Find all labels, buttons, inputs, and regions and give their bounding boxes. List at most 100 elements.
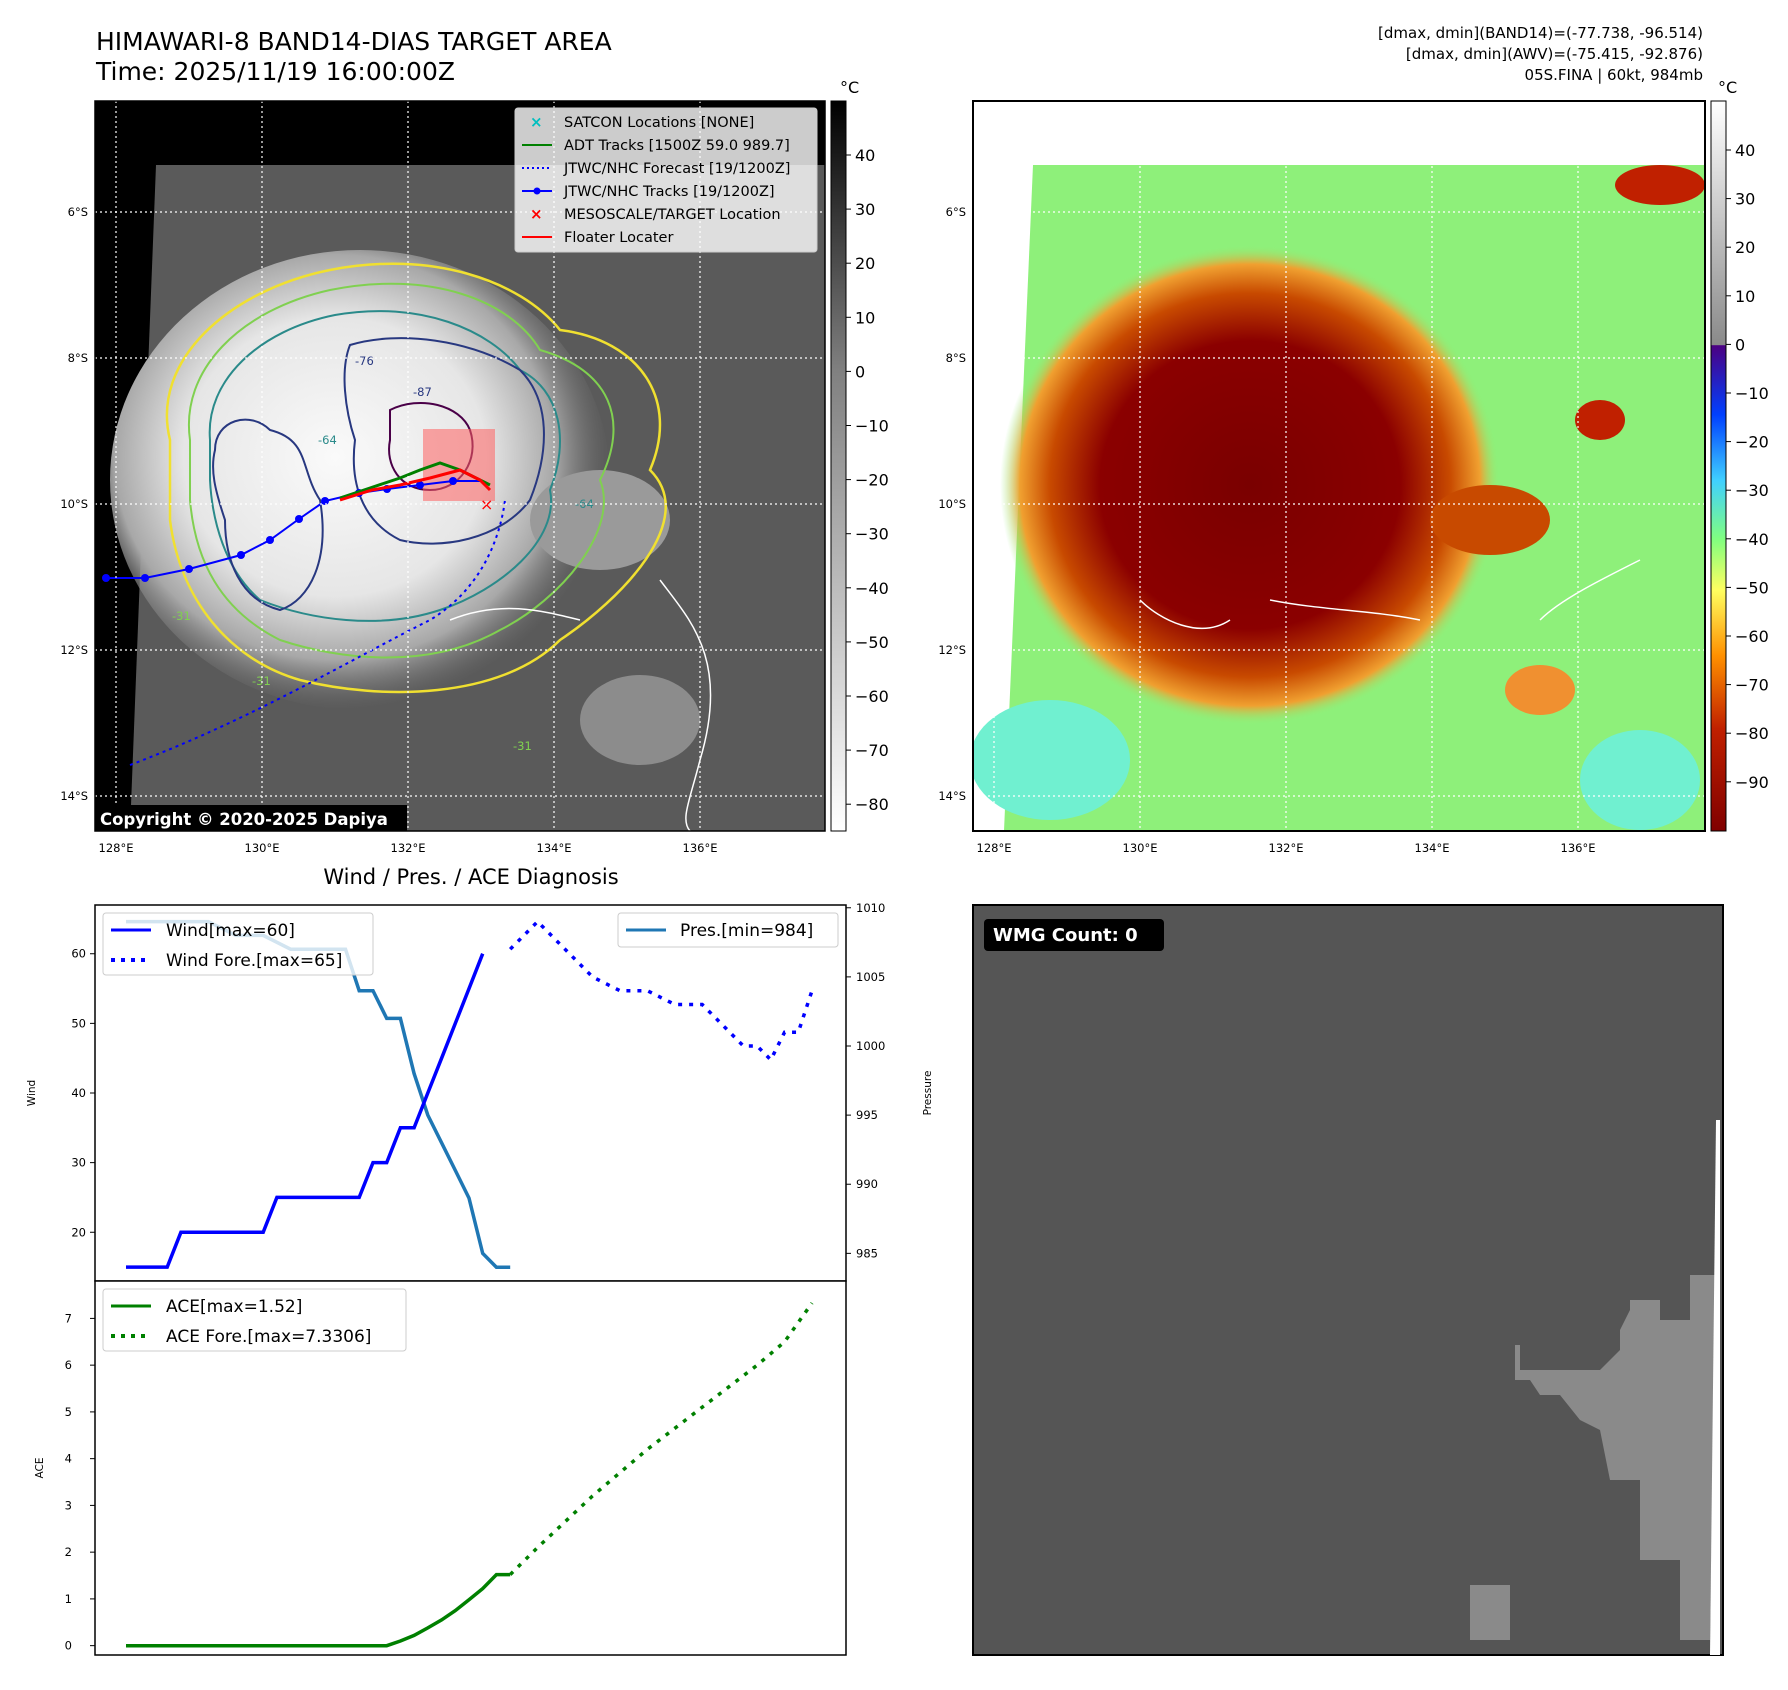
lon-label-136e: 136°E <box>683 841 718 855</box>
wmg-panel: WMG Count: 0 <box>972 904 1724 1656</box>
wind-pressure-chart: 20 30 40 50 60 985 990 995 1000 1005 1010 Wind Pr… <box>26 901 934 1282</box>
awv-colorbar-tick-label: −80 <box>1735 724 1769 743</box>
forecast-track <box>129 499 506 766</box>
lon-label-134e: 134°E <box>537 841 572 855</box>
legend-adt: ADT Tracks [1500Z 59.0 989.7] <box>564 138 790 154</box>
ir-colorbar-tick-label: 40 <box>855 146 875 165</box>
contour-label-4: -64 <box>575 497 594 511</box>
legend-floater: Floater Locater <box>564 230 673 246</box>
figure-title: HIMAWARI-8 BAND14-DIAS TARGET AREA <box>96 27 612 56</box>
awv-colorbar-tick-label: −90 <box>1735 773 1769 792</box>
pressure-axis-label: Pressure <box>922 1071 934 1116</box>
awv-storm-east-band <box>1430 485 1550 555</box>
ace-ytick-label: 2 <box>65 1545 72 1559</box>
lon-label-132e: 132°E <box>391 841 426 855</box>
wind-ytick-label: 40 <box>71 1086 86 1100</box>
diagnosis-title: Wind / Pres. / ACE Diagnosis <box>323 865 618 889</box>
wind-ytick-label: 30 <box>71 1156 86 1170</box>
contour-label-3: -64 <box>318 433 337 447</box>
legend-satcon-marker: × <box>530 113 543 131</box>
pressure-legend: Pres.[min=984] <box>617 912 839 948</box>
ir-colorbar-tick-label: −60 <box>855 687 889 706</box>
awv-cell-ne <box>1615 165 1705 205</box>
ir-map-legend: × SATCON Locations [NONE] ADT Tracks [15… <box>514 107 818 253</box>
wind-ytick-label: 20 <box>71 1225 86 1239</box>
ir-colorbar-tick-label: 20 <box>855 254 875 273</box>
floater-track <box>339 468 492 502</box>
awv-colorbar-tick-label: −10 <box>1735 384 1769 403</box>
awv-colorbar-tick-label: −30 <box>1735 481 1769 500</box>
awv-cool-patch-2 <box>1580 730 1700 830</box>
legend-ace-fore: ACE Fore.[max=7.3306] <box>166 1327 371 1347</box>
legend-ace: ACE[max=1.52] <box>166 1297 302 1317</box>
contour-label-1: -76 <box>355 354 374 368</box>
ir-colorbar-tick-label: −40 <box>855 579 889 598</box>
contour-outer-yellow <box>165 262 667 694</box>
awv-lat-label-8s: 8°S <box>946 351 966 365</box>
ace-ytick-label: 3 <box>65 1498 72 1512</box>
legend-forecast: JTWC/NHC Forecast [19/1200Z] <box>563 161 790 177</box>
figure-time: Time: 2025/11/19 16:00:00Z <box>95 57 455 86</box>
awv-cell-e <box>1575 400 1625 440</box>
awv-storm <box>1000 245 1500 725</box>
ir-gridlines <box>95 101 825 831</box>
awv-lat-label-10s: 10°S <box>938 497 966 511</box>
awv-colorbar: °C 40 30 20 10 0 −10 −20 −30 −40 −50 −60 −70 −80 −90 <box>1710 78 1769 832</box>
awv-cool-patch-1 <box>973 700 1130 820</box>
contour-navy-east <box>343 337 545 545</box>
contour-label-2: -87 <box>413 385 432 399</box>
contour-label-7: -31 <box>513 739 532 753</box>
awv-lat-label-14s: 14°S <box>938 789 966 803</box>
ace-ytick-label: 6 <box>65 1358 72 1372</box>
pressure-ytick-label: 1005 <box>856 970 885 984</box>
pressure-ytick-label: 990 <box>856 1177 878 1191</box>
legend-pressure: Pres.[min=984] <box>680 921 813 941</box>
awv-colorbar-tick-label: 20 <box>1735 238 1755 257</box>
lon-label-128e: 128°E <box>99 841 134 855</box>
awv-map-panel <box>973 101 1705 831</box>
best-track <box>106 480 480 579</box>
ace-ytick-label: 5 <box>65 1405 72 1419</box>
ace-line <box>126 1572 511 1648</box>
cloud-mass <box>110 250 610 710</box>
awv-colorbar-tick-label: −60 <box>1735 627 1769 646</box>
lat-label-6s: 6°S <box>68 205 88 219</box>
legend-wind-fore: Wind Fore.[max=65] <box>166 951 342 971</box>
ace-axis-label: ACE <box>34 1458 46 1479</box>
lat-label-10s: 10°S <box>60 497 88 511</box>
awv-lon-label-136e: 136°E <box>1561 841 1596 855</box>
awv-lon-label-130e: 130°E <box>1123 841 1158 855</box>
legend-wind: Wind[max=60] <box>166 921 295 941</box>
awv-lat-label-6s: 6°S <box>946 205 966 219</box>
pressure-ytick-label: 985 <box>856 1246 878 1260</box>
awv-lat-label-12s: 12°S <box>938 643 966 657</box>
awv-lon-label-134e: 134°E <box>1415 841 1450 855</box>
awv-map-frame <box>972 100 1706 832</box>
awv-colorbar-tick-label: −70 <box>1735 676 1769 695</box>
pressure-ytick-label: 1000 <box>856 1039 885 1053</box>
wmg-count-label: WMG Count: 0 <box>993 925 1138 946</box>
wmg-edge-strip <box>1710 1120 1720 1655</box>
awv-colorbar-tick-label: 30 <box>1735 190 1755 209</box>
awv-colorbar-tick-label: 10 <box>1735 287 1755 306</box>
ir-map-lon-labels: 128°E 130°E 132°E 134°E 136°E <box>99 841 718 855</box>
legend-target-marker: × <box>530 205 543 223</box>
info-awv: [dmax, dmin](AWV)=(-75.415, -92.876) <box>1406 45 1703 63</box>
wmg-background <box>972 904 1724 1656</box>
awv-colorbar-unit: °C <box>1718 78 1737 97</box>
wind-ytick-label: 60 <box>71 947 86 961</box>
legend-tracks: JTWC/NHC Tracks [19/1200Z] <box>563 184 775 200</box>
ir-colorbar-tick-label: −50 <box>855 633 889 652</box>
awv-colorbar-tick-label: 40 <box>1735 141 1755 160</box>
wind-legend: Wind[max=60] Wind Fore.[max=65] <box>102 912 374 976</box>
wmg-count-badge <box>984 919 1164 951</box>
ir-colorbar-unit: °C <box>840 78 859 97</box>
ir-colorbar-tick-label: 0 <box>855 362 865 381</box>
awv-cell-se <box>1505 665 1575 715</box>
awv-gridlines <box>973 101 1705 831</box>
ir-colorbar: °C 40 30 20 10 0 −10 −20 −30 −40 −50 −60 −70 −80 <box>830 78 889 832</box>
awv-colorbar-tick-label: −40 <box>1735 530 1769 549</box>
contour-green <box>187 282 615 659</box>
ir-colorbar-tick-label: 30 <box>855 200 875 219</box>
coastline-right <box>1139 559 1641 629</box>
